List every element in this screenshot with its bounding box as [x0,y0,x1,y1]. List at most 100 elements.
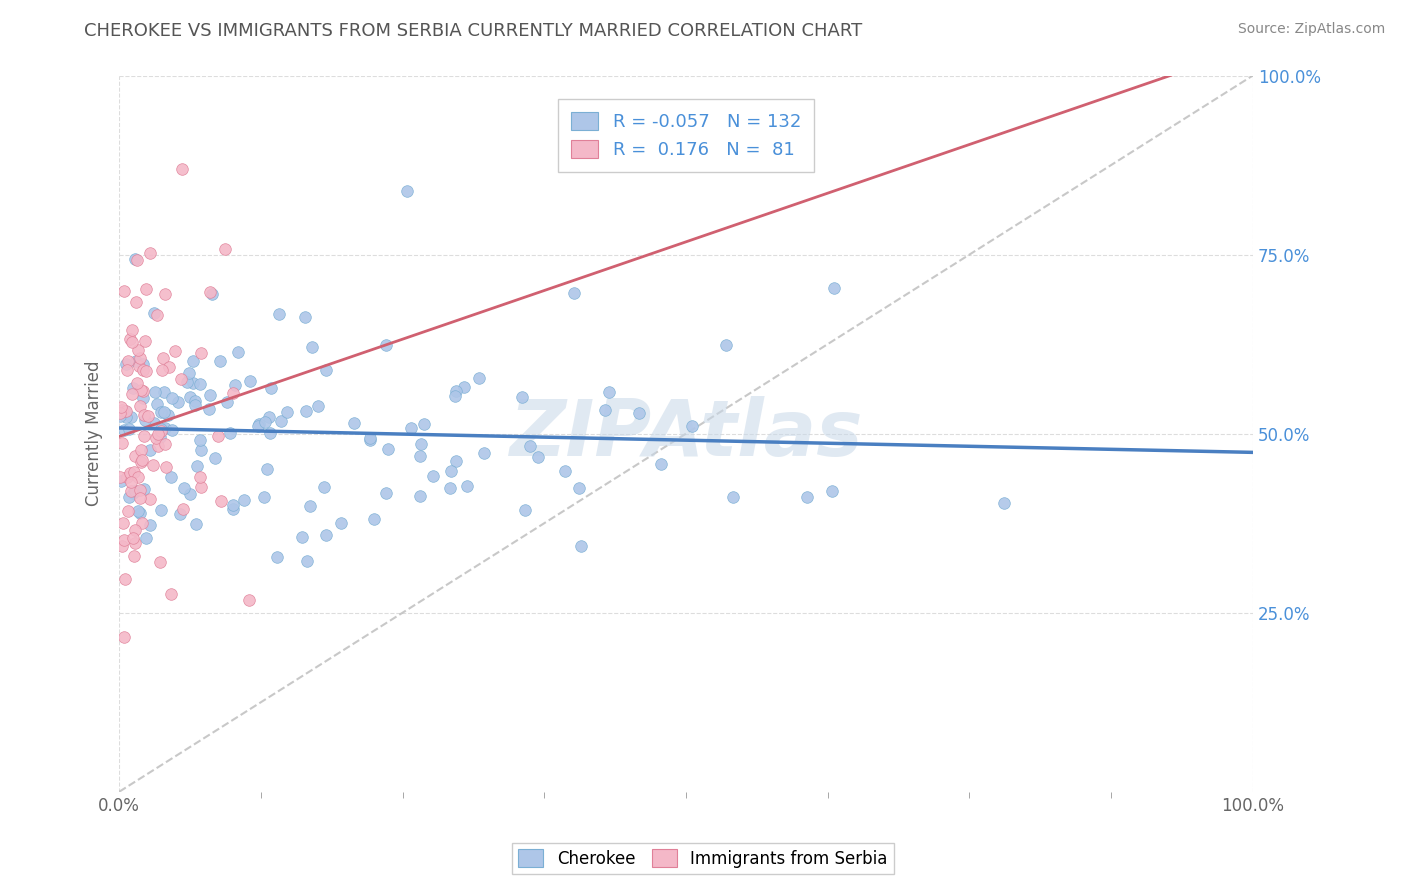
Point [124,449,146,463]
Point [796,490,818,504]
Point [257,410,280,425]
Point [148,426,170,441]
Point [146,309,169,323]
Point [299,499,322,513]
Point [360,433,382,447]
Point [315,362,337,376]
Point [121,334,143,349]
Point [224,377,246,392]
Point [188,433,211,447]
Point [155,460,177,475]
Point [139,442,162,457]
Point [110,474,132,488]
Point [127,376,149,390]
Point [628,406,651,420]
Point [315,528,337,542]
Point [266,549,288,564]
Point [177,367,200,381]
Point [139,491,162,506]
Point [129,351,152,365]
Point [134,409,156,423]
Point [593,402,616,417]
Point [176,375,198,389]
Point [308,399,330,413]
Point [111,539,134,553]
Point [150,424,173,438]
Point [188,377,211,392]
Point [111,403,134,417]
Point [260,381,283,395]
Point [179,390,201,404]
Point [186,458,208,473]
Point [238,592,260,607]
Point [276,405,298,419]
Point [124,353,146,368]
Point [343,417,366,431]
Point [159,469,181,483]
Legend: R = -0.057   N = 132, R =  0.176   N =  81: R = -0.057 N = 132, R = 0.176 N = 81 [558,99,814,172]
Legend: Cherokee, Immigrants from Serbia: Cherokee, Immigrants from Serbia [512,843,894,874]
Point [124,524,146,538]
Point [208,354,231,368]
Point [131,516,153,531]
Point [377,442,399,456]
Point [120,475,142,489]
Point [153,421,176,435]
Point [821,483,844,498]
Point [124,252,146,266]
Point [519,439,541,453]
Point [188,470,211,484]
Point [214,242,236,256]
Point [714,338,737,352]
Point [127,504,149,518]
Point [232,492,254,507]
Point [129,443,152,458]
Point [127,470,149,484]
Point [444,384,467,398]
Point [124,536,146,550]
Point [439,482,461,496]
Point [143,385,166,400]
Point [564,286,586,301]
Point [115,409,138,424]
Point [146,439,169,453]
Point [114,403,136,417]
Point [254,416,277,430]
Point [135,282,157,296]
Point [131,391,153,405]
Point [142,306,165,320]
Point [115,363,138,377]
Point [173,481,195,495]
Point [267,307,290,321]
Point [446,454,468,468]
Point [253,490,276,504]
Point [121,323,143,337]
Text: CHEROKEE VS IMMIGRANTS FROM SERBIA CURRENTLY MARRIED CORRELATION CHART: CHEROKEE VS IMMIGRANTS FROM SERBIA CURRE… [84,22,863,40]
Point [207,429,229,443]
Point [135,531,157,545]
Point [527,450,550,464]
Point [134,413,156,427]
Point [128,399,150,413]
Point [129,506,152,520]
Point [134,334,156,349]
Point [650,457,672,471]
Point [201,287,224,301]
Point [129,491,152,505]
Point [456,479,478,493]
Point [156,408,179,422]
Point [399,421,422,435]
Point [160,424,183,438]
Point [215,395,238,409]
Point [131,452,153,467]
Point [112,284,135,298]
Point [115,404,138,418]
Point [157,360,180,375]
Point [132,362,155,376]
Point [190,346,212,360]
Point [152,385,174,400]
Point [170,371,193,385]
Point [129,383,152,397]
Point [204,450,226,465]
Point [124,484,146,499]
